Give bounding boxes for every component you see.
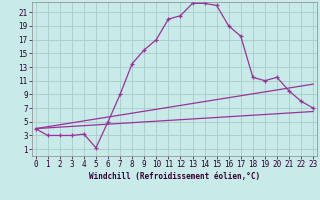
X-axis label: Windchill (Refroidissement éolien,°C): Windchill (Refroidissement éolien,°C) [89, 172, 260, 181]
